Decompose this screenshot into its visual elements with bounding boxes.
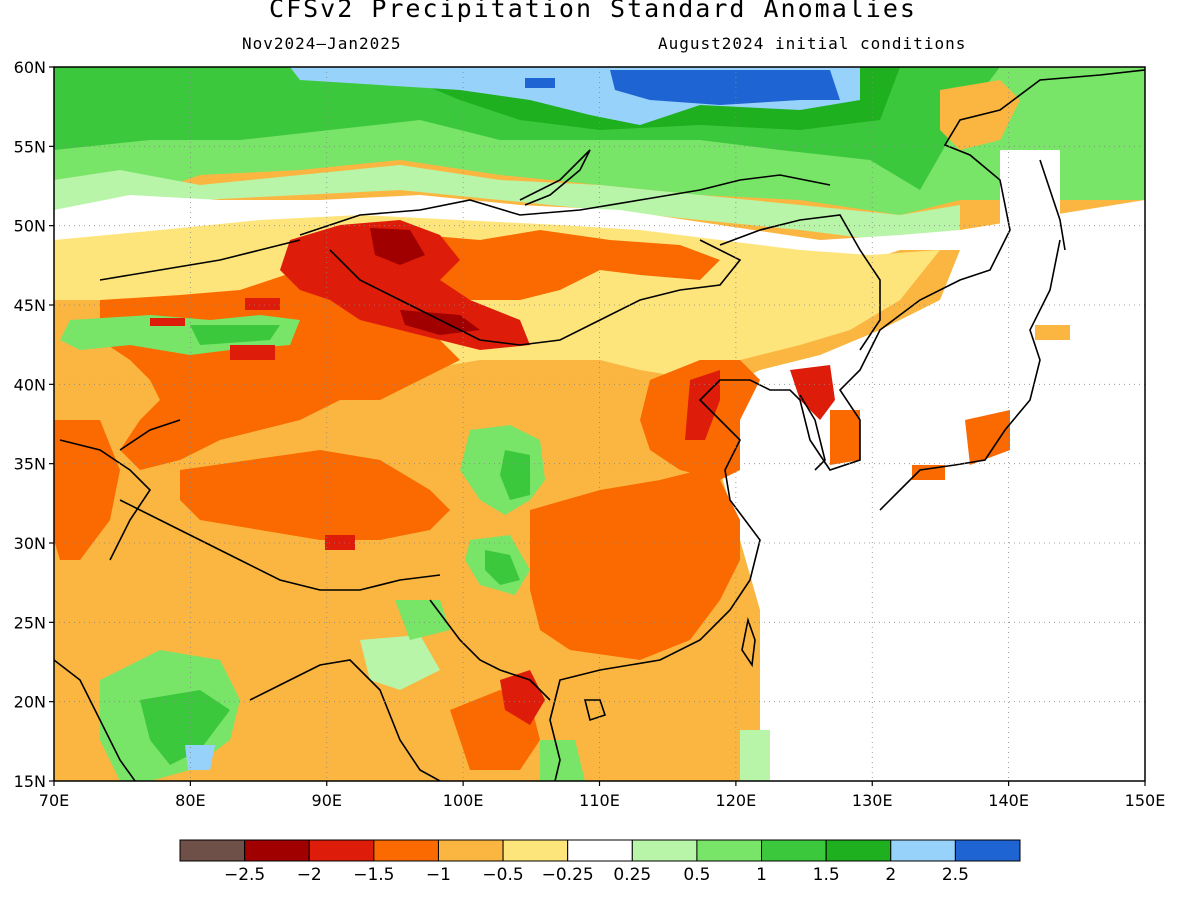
orange-zone-tibet — [180, 450, 450, 540]
green-patch-kazakh-dark — [190, 325, 280, 345]
red-zone-tibet — [325, 535, 355, 550]
border-indochina — [429, 599, 551, 701]
colorbar-label: 1.5 — [813, 865, 840, 885]
orange-zone-central — [100, 230, 720, 470]
lon-tick-label: 140E — [988, 791, 1029, 810]
coastline-japan — [879, 239, 1061, 511]
green-patch-qinghai-dark — [500, 450, 530, 500]
border-kazakh — [99, 239, 301, 281]
colorbar-swatch — [696, 839, 763, 862]
lon-tick-label: 70E — [39, 791, 69, 810]
colorbar-label: −2 — [297, 865, 322, 885]
axis-ticks: 70E 80E 90E 100E 110E 120E 130E 140E 150E 15N 20N 2… — [14, 58, 1166, 810]
colorbar-swatch — [437, 839, 504, 862]
border-russia-mongolia — [299, 174, 831, 236]
red-patch-kazakh-2 — [245, 298, 280, 310]
green-patch-vietnam — [540, 740, 585, 781]
coastline-east-asia — [549, 69, 1145, 781]
lat-tick-label: 55N — [14, 137, 46, 156]
orange-zone-south-china — [530, 470, 740, 660]
orange-patch-japan — [965, 410, 1010, 465]
red-zone-korea — [790, 365, 835, 420]
colorbar-swatch — [373, 839, 439, 862]
coastline-india — [54, 659, 136, 781]
orange-zone-india — [54, 420, 120, 560]
light-green-band — [54, 165, 960, 240]
colorbar-swatch — [825, 839, 892, 862]
border-china-mongolia — [329, 239, 742, 346]
blue-dark-patch — [610, 70, 840, 105]
colorbar-label: 2.5 — [942, 865, 969, 885]
green-patch-philippines — [740, 730, 770, 781]
border-tibet-west — [119, 419, 181, 451]
subtitle-period: Nov2024–Jan2025 — [242, 34, 402, 53]
subtitle-init: August2024 initial conditions — [658, 34, 967, 53]
lat-tick-label: 40N — [14, 375, 46, 394]
green-patch-india-dark — [140, 690, 230, 765]
lake-baikal — [519, 149, 591, 206]
lat-tick-label: 60N — [14, 58, 46, 77]
dark-red-zone-mongolia-2 — [400, 310, 480, 335]
colorbar-swatch — [631, 839, 698, 862]
colorbar-swatch — [954, 839, 1021, 862]
colorbar-label: 0.5 — [683, 865, 710, 885]
lon-tick-label: 100E — [443, 791, 484, 810]
lat-tick-label: 25N — [14, 613, 46, 632]
lon-tick-label: 130E — [852, 791, 893, 810]
lon-tick-label: 120E — [716, 791, 757, 810]
colorbar-swatch — [761, 839, 827, 862]
colorbar-label: 1 — [756, 865, 767, 885]
grid-lines — [54, 67, 1145, 781]
border-russia-china — [719, 214, 881, 351]
colorbar-label: −0.5 — [482, 865, 523, 885]
border-himalaya — [119, 499, 441, 591]
chart-title: CFSv2 Precipitation Standard Anomalies — [269, 0, 917, 23]
colorbar-label: −2.5 — [224, 865, 265, 885]
red-zone-north-china — [685, 370, 720, 440]
lat-tick-label: 20N — [14, 693, 46, 712]
colorbar-label: −1.5 — [353, 865, 394, 885]
colorbar-swatch — [502, 839, 569, 862]
blue-patch-india — [185, 745, 215, 770]
colorbar-swatch — [179, 839, 246, 862]
colorbar-label: 2 — [885, 865, 896, 885]
red-patch-kazakh-1 — [230, 345, 275, 360]
green-patch-burma — [395, 600, 450, 640]
red-patch-kazakh-3 — [150, 318, 185, 326]
orange-zone-korea — [830, 410, 860, 465]
border-india-north — [59, 439, 152, 561]
red-zone-mongolia — [280, 220, 530, 350]
coastlines — [54, 69, 1145, 781]
lon-tick-label: 90E — [312, 791, 342, 810]
colorbar-swatch — [890, 839, 956, 862]
lat-tick-label: 30N — [14, 534, 46, 553]
lat-tick-label: 45N — [14, 296, 46, 315]
green-patch-bangladesh — [360, 635, 440, 690]
colorbar-label: 0.25 — [613, 865, 651, 885]
lat-tick-label: 50N — [14, 217, 46, 236]
colorbar-swatch — [244, 839, 310, 862]
coastline-korea — [799, 394, 826, 471]
dark-red-zone-mongolia — [370, 228, 425, 265]
lat-tick-label: 35N — [14, 455, 46, 474]
coastline-hainan — [583, 699, 607, 722]
colorbar-swatch — [567, 839, 633, 862]
green-patch-sichuan-dark — [485, 550, 520, 585]
lon-tick-label: 80E — [175, 791, 205, 810]
orange-patch-japan-south — [912, 465, 945, 480]
colorbar-label: −0.25 — [542, 865, 594, 885]
colorbar-label: −1 — [426, 865, 451, 885]
shaded-field — [54, 67, 1145, 781]
colorbar: −2.5 −2 −1.5 −1 −0.5 −0.25 0.25 0.5 1 1.5 2 2.5 — [179, 839, 1021, 885]
lon-tick-label: 150E — [1125, 791, 1166, 810]
coastline-bay-of-bengal — [249, 659, 441, 781]
lat-tick-label: 15N — [14, 772, 46, 791]
yellow-patch-japan — [1035, 325, 1070, 340]
colorbar-swatch — [308, 839, 375, 862]
coastline-taiwan — [741, 616, 756, 668]
blue-dark-patch-small — [525, 78, 555, 88]
coastline-sakhalin — [1039, 159, 1066, 251]
lon-tick-label: 110E — [579, 791, 620, 810]
